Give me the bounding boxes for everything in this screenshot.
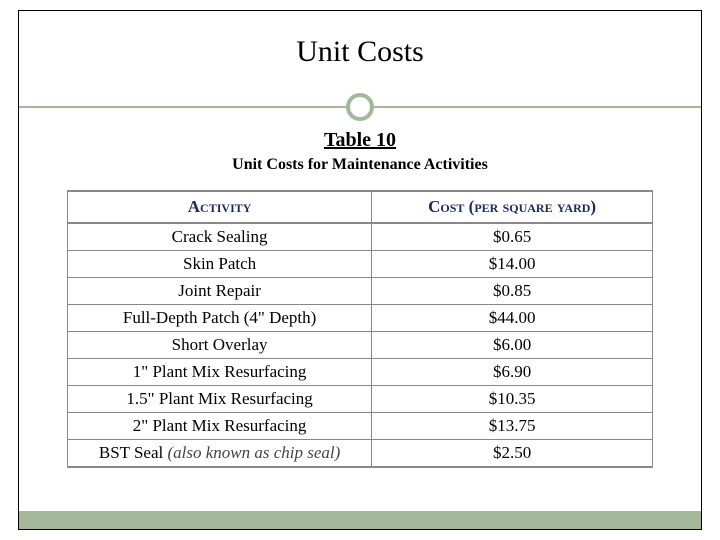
- cell-activity: Crack Sealing: [68, 223, 372, 251]
- table-subtitle: Unit Costs for Maintenance Activities: [19, 156, 701, 174]
- bst-note: (also known as chip seal): [163, 443, 340, 462]
- cell-cost: $6.90: [372, 359, 653, 386]
- cell-cost: $0.85: [372, 278, 653, 305]
- cell-cost: $14.00: [372, 251, 653, 278]
- cell-cost: $13.75: [372, 413, 653, 440]
- cell-activity: 1" Plant Mix Resurfacing: [68, 359, 372, 386]
- cell-activity: 2" Plant Mix Resurfacing: [68, 413, 372, 440]
- cell-cost: $0.65: [372, 223, 653, 251]
- cell-activity: Joint Repair: [68, 278, 372, 305]
- cell-cost: $6.00: [372, 332, 653, 359]
- cell-cost: $44.00: [372, 305, 653, 332]
- col-cost: Cost (per square yard): [372, 191, 653, 223]
- cell-activity: BST Seal (also known as chip seal): [68, 440, 372, 468]
- page-title: Unit Costs: [296, 35, 424, 69]
- table-row: Joint Repair $0.85: [68, 278, 653, 305]
- col-activity: Activity: [68, 191, 372, 223]
- cell-cost: $2.50: [372, 440, 653, 468]
- cell-activity: Short Overlay: [68, 332, 372, 359]
- cell-activity: Skin Patch: [68, 251, 372, 278]
- table-row: 1" Plant Mix Resurfacing $6.90: [68, 359, 653, 386]
- divider-ring-icon: [346, 93, 374, 121]
- table-row: Crack Sealing $0.65: [68, 223, 653, 251]
- cell-activity: Full-Depth Patch (4" Depth): [68, 305, 372, 332]
- slide-frame: Unit Costs Table 10 Unit Costs for Maint…: [18, 10, 702, 530]
- bottom-accent-bar: [19, 511, 701, 529]
- table-header-row: Activity Cost (per square yard): [68, 191, 653, 223]
- table-number: Table 10: [324, 129, 396, 152]
- cost-table: Activity Cost (per square yard) Crack Se…: [67, 190, 653, 468]
- table-heading: Table 10 Unit Costs for Maintenance Acti…: [19, 129, 701, 174]
- divider: [19, 93, 701, 123]
- table-row: Full-Depth Patch (4" Depth) $44.00: [68, 305, 653, 332]
- table-row: Short Overlay $6.00: [68, 332, 653, 359]
- bst-label: BST Seal: [99, 443, 163, 462]
- table-row: Skin Patch $14.00: [68, 251, 653, 278]
- cell-cost: $10.35: [372, 386, 653, 413]
- table-row: BST Seal (also known as chip seal) $2.50: [68, 440, 653, 468]
- header-area: Unit Costs: [19, 11, 701, 93]
- table-row: 2" Plant Mix Resurfacing $13.75: [68, 413, 653, 440]
- table-row: 1.5" Plant Mix Resurfacing $10.35: [68, 386, 653, 413]
- cell-activity: 1.5" Plant Mix Resurfacing: [68, 386, 372, 413]
